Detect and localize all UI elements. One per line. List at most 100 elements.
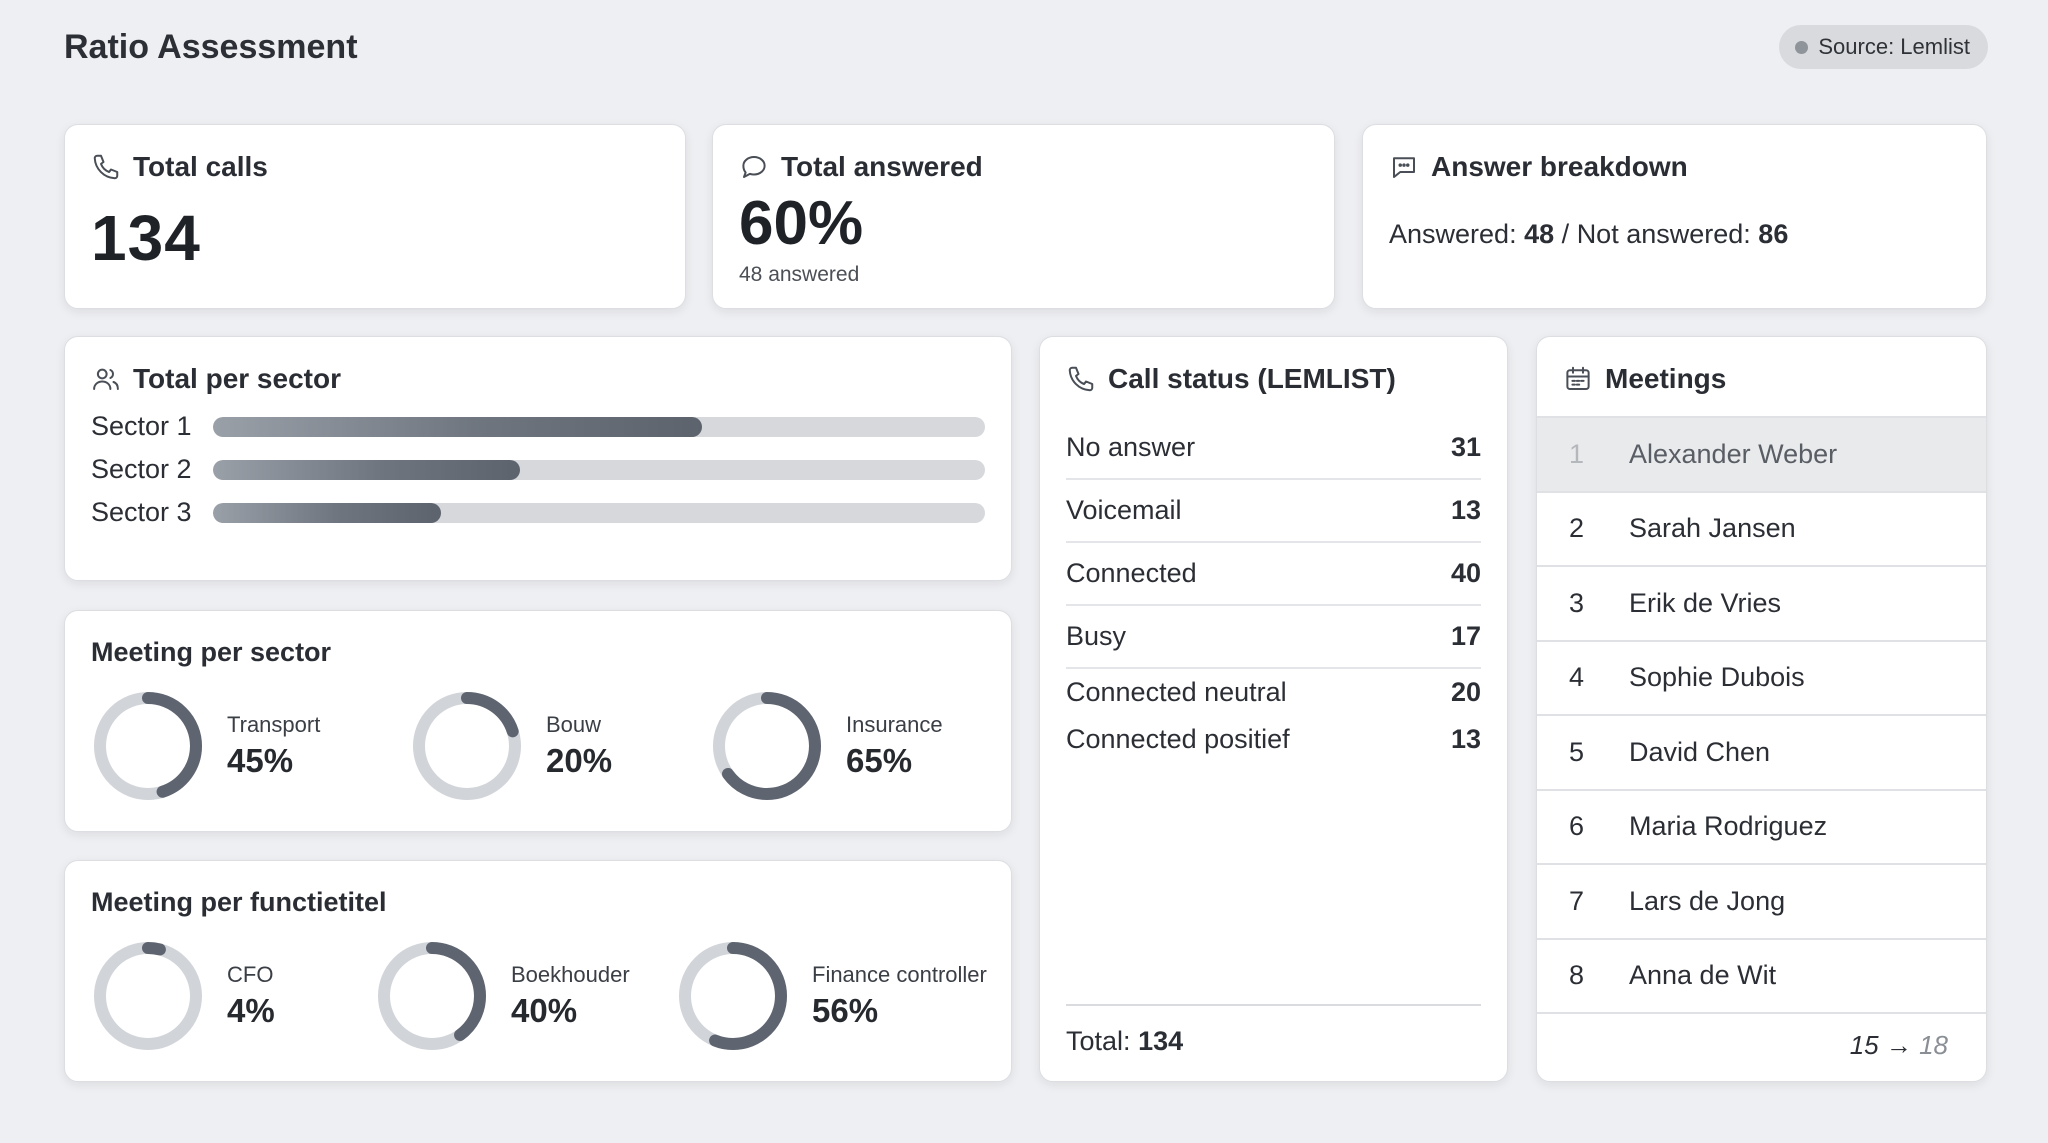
status-value: 31 xyxy=(1450,432,1481,462)
meeting-name: Lars de Jong xyxy=(1629,885,1786,916)
meeting-row[interactable]: 3 Erik de Vries xyxy=(1537,567,1986,642)
meeting-name: Maria Rodriguez xyxy=(1629,811,1828,842)
status-value: 20 xyxy=(1450,677,1481,707)
status-label: Connected positief xyxy=(1066,724,1290,754)
sector-bar-label: Sector 1 xyxy=(91,411,192,441)
sector-bar-fill xyxy=(213,416,702,437)
donut-label: Boekhouder xyxy=(511,962,630,987)
meeting-row[interactable]: 2 Sarah Jansen xyxy=(1537,493,1986,567)
donut-chart xyxy=(679,942,787,1050)
donut-value: 4% xyxy=(227,992,275,1029)
sector-bar-row: Sector 3 xyxy=(91,497,985,528)
total-per-sector-card: Total per sector Sector 1 Sector 2 Secto… xyxy=(64,336,1012,581)
message-square-icon xyxy=(1389,152,1419,182)
phone-icon xyxy=(1066,364,1096,394)
status-label: Connected neutral xyxy=(1066,677,1287,707)
donut-value: 65% xyxy=(846,742,913,779)
meeting-name: Sarah Jansen xyxy=(1629,513,1796,544)
meetings-card: Meetings 1 Alexander Weber 2 Sarah Janse… xyxy=(1536,336,1987,1082)
phone-icon xyxy=(91,152,121,182)
meetings-header: Meetings xyxy=(1563,363,1726,395)
status-label: Voicemail xyxy=(1066,495,1182,525)
donut-label: CFO xyxy=(227,962,274,987)
meeting-row[interactable]: 5 David Chen xyxy=(1537,716,1986,791)
total-per-sector-title: Total per sector xyxy=(133,363,341,394)
meeting-name: Alexander Weber xyxy=(1629,438,1838,469)
call-status-card: Call status (LEMLIST) No answer 31 Voice… xyxy=(1039,336,1508,1082)
total-calls-card: Total calls 134 xyxy=(64,124,686,309)
answer-breakdown-title: Answer breakdown xyxy=(1431,151,1688,182)
total-answered-note: 48 answered xyxy=(739,263,860,286)
donut-track xyxy=(94,942,202,1050)
meeting-name: Sophie Dubois xyxy=(1629,662,1805,693)
donut-item: Insurance 65% xyxy=(710,689,943,803)
sector-bar-track xyxy=(213,502,985,523)
sector-bar-track xyxy=(213,459,985,480)
pager-current: 15 xyxy=(1849,1030,1879,1060)
total-calls-title: Total calls xyxy=(133,151,268,182)
donut-value: 56% xyxy=(812,992,879,1029)
source-badge: Source: Lemlist xyxy=(1779,25,1988,69)
donut-arc xyxy=(378,942,486,1050)
status-label: Busy xyxy=(1066,621,1127,651)
sector-bar-list: Sector 1 Sector 2 Sector 3 xyxy=(91,411,985,528)
donut-label: Bouw xyxy=(546,712,602,737)
call-status-header: Call status (LEMLIST) xyxy=(1066,363,1481,395)
status-row: Connected positief 13 xyxy=(1066,716,1481,763)
calendar-icon xyxy=(1563,364,1593,394)
donut-chart xyxy=(94,942,202,1050)
donut-value: 20% xyxy=(546,742,613,779)
meeting-row[interactable]: 1 Alexander Weber xyxy=(1537,418,1986,493)
total-answered-header: Total answered xyxy=(739,151,1308,183)
meeting-row[interactable]: 4 Sophie Dubois xyxy=(1537,642,1986,716)
donut-item: Finance controller 56% xyxy=(676,939,987,1053)
pager-total: 18 xyxy=(1919,1030,1948,1060)
meetings-pager[interactable]: 15 → 18 xyxy=(1850,1030,1948,1061)
meeting-per-sector-title: Meeting per sector xyxy=(91,637,332,667)
meeting-row[interactable]: 6 Maria Rodriguez xyxy=(1537,791,1986,865)
total-calls-header: Total calls xyxy=(91,151,659,183)
status-row: Connected 40 xyxy=(1066,543,1481,606)
donut-chart xyxy=(94,692,202,800)
meeting-number: 2 xyxy=(1569,513,1585,544)
meeting-per-function-card: Meeting per functietitel CFO 4% Boekhoud… xyxy=(64,860,1012,1082)
donut-value: 45% xyxy=(227,742,294,779)
total-calls-value: 134 xyxy=(91,202,201,274)
call-status-list: No answer 31 Voicemail 13 Connected 40 B… xyxy=(1066,417,1481,763)
sector-bar-row: Sector 1 xyxy=(91,411,985,442)
meeting-number: 1 xyxy=(1569,438,1585,469)
status-value: 13 xyxy=(1450,495,1481,525)
donut-chart xyxy=(713,692,821,800)
meeting-name: Anna de Wit xyxy=(1629,960,1777,991)
total-answered-title: Total answered xyxy=(781,151,983,182)
sector-bar-row: Sector 2 xyxy=(91,454,985,485)
meeting-number: 7 xyxy=(1569,885,1585,916)
donut-item: Transport 45% xyxy=(91,689,320,803)
status-row: Voicemail 13 xyxy=(1066,480,1481,543)
call-status-title: Call status (LEMLIST) xyxy=(1108,363,1396,394)
breakdown-separator: / xyxy=(1561,219,1570,249)
sector-bar-label: Sector 3 xyxy=(91,497,192,527)
pager-arrow-icon: → xyxy=(1885,1030,1912,1060)
sector-bar-fill xyxy=(213,502,441,523)
meeting-per-function-title: Meeting per functietitel xyxy=(91,887,387,917)
meeting-number: 6 xyxy=(1569,811,1585,842)
meeting-number: 5 xyxy=(1569,736,1585,767)
donut-arc xyxy=(94,692,202,800)
page-title: Ratio Assessment xyxy=(64,28,358,66)
donut-arc xyxy=(413,692,521,800)
meeting-row[interactable]: 8 Anna de Wit xyxy=(1537,940,1986,1014)
source-dot xyxy=(1795,40,1809,54)
total-label: Total: xyxy=(1066,1026,1131,1056)
donut-item: CFO 4% xyxy=(91,939,275,1053)
meeting-number: 3 xyxy=(1569,587,1585,618)
answer-breakdown-line: Answered: 48 / Not answered: 86 xyxy=(1389,219,1960,250)
donut-value: 40% xyxy=(511,992,578,1029)
not-answered-label: Not answered: xyxy=(1576,219,1751,249)
donut-item: Boekhouder 40% xyxy=(375,939,630,1053)
total-answered-value: 60% xyxy=(739,189,864,258)
total-value: 134 xyxy=(1138,1026,1184,1056)
meeting-row[interactable]: 7 Lars de Jong xyxy=(1537,865,1986,940)
total-answered-card: Total answered 60% 48 answered xyxy=(712,124,1335,309)
meeting-number: 8 xyxy=(1569,960,1585,991)
